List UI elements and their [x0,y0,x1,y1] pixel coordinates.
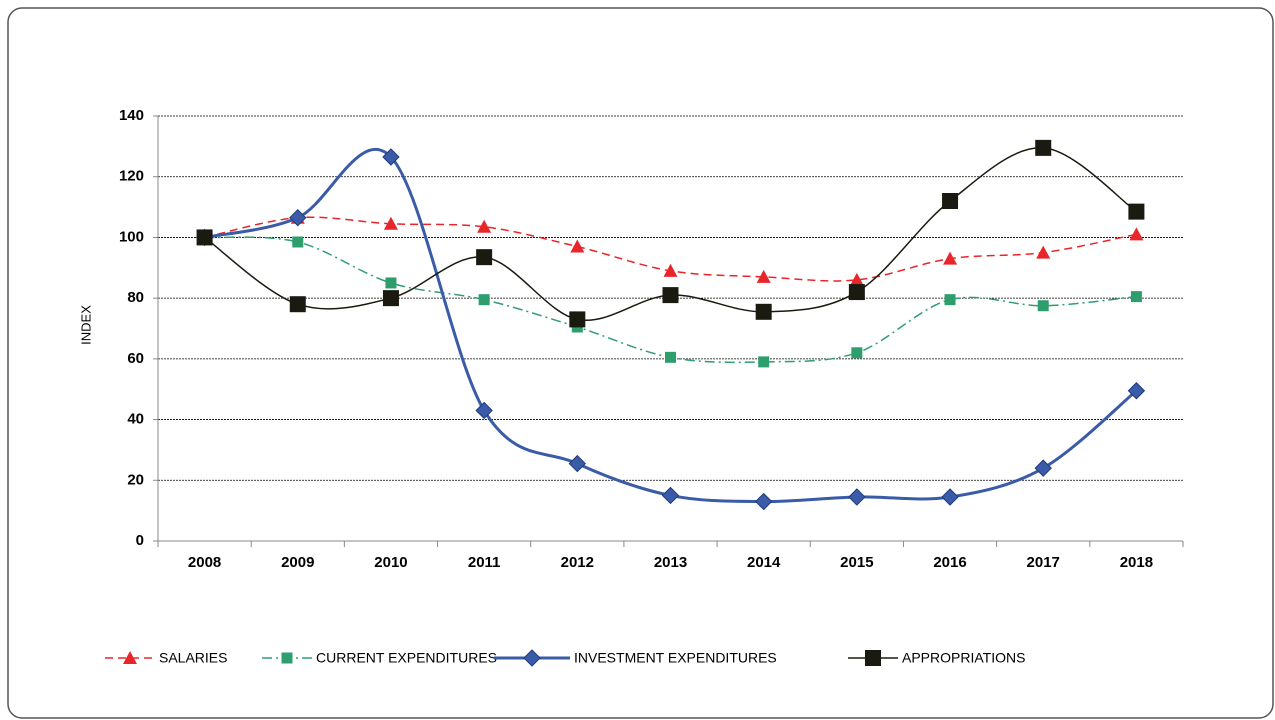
y-tick-label: 120 [119,168,144,185]
y-axis-label: INDEX [78,305,93,345]
legend-marker [281,652,293,664]
series-line [204,147,1138,504]
marker [662,287,679,304]
x-tick-label: 2016 [933,554,966,571]
marker [942,193,959,209]
legend-marker [865,650,881,666]
marker [1127,382,1146,400]
marker [382,290,399,307]
marker [289,296,306,313]
marker [848,284,865,301]
marker [1130,291,1142,303]
marker [292,236,304,248]
marker [382,148,400,166]
marker [1034,459,1052,477]
marker [754,492,773,511]
marker [849,272,864,286]
marker [570,239,585,253]
marker [1129,227,1144,241]
marker [569,311,586,328]
marker [1128,203,1145,220]
marker [289,208,307,227]
y-tick-label: 80 [127,289,144,306]
marker [851,347,863,359]
y-tick-label: 100 [119,228,144,245]
x-tick-label: 2009 [281,554,314,571]
marker [943,251,958,265]
marker [196,229,213,246]
x-tick-label: 2011 [468,554,501,571]
x-tick-label: 2013 [654,554,687,571]
marker [1035,139,1052,156]
marker [758,356,770,368]
x-tick-label: 2012 [561,554,594,571]
marker [475,401,493,420]
marker [1036,245,1051,259]
marker [1037,300,1049,312]
y-tick-label: 40 [127,411,144,428]
marker [665,351,676,363]
marker [385,277,397,289]
marker [661,486,680,505]
x-tick-label: 2008 [188,554,221,571]
marker [477,219,492,233]
marker [941,488,959,506]
legend-label: INVESTMENT EXPENDITURES [574,650,777,666]
marker [755,303,772,320]
marker [944,294,956,306]
legend-label: CURRENT EXPENDITURES [316,650,497,666]
y-tick-label: 20 [127,471,144,488]
x-tick-label: 2014 [747,554,781,571]
legend-marker [523,649,541,667]
marker [476,249,493,266]
marker [478,294,490,306]
marker [663,263,678,277]
y-tick-label: 0 [136,532,144,549]
marker [756,269,771,283]
frame [7,7,1274,719]
x-tick-label: 2018 [1120,554,1153,571]
legend-label: APPROPRIATIONS [902,650,1025,666]
marker [383,216,398,230]
y-tick-label: 60 [127,350,144,367]
x-tick-label: 2010 [374,554,407,571]
marker [568,454,587,473]
y-tick-label: 140 [119,107,144,124]
legend-marker [123,651,137,664]
legend-label: SALARIES [159,650,227,666]
x-tick-label: 2015 [840,554,873,571]
marker [848,488,866,506]
x-tick-label: 2017 [1027,554,1060,571]
